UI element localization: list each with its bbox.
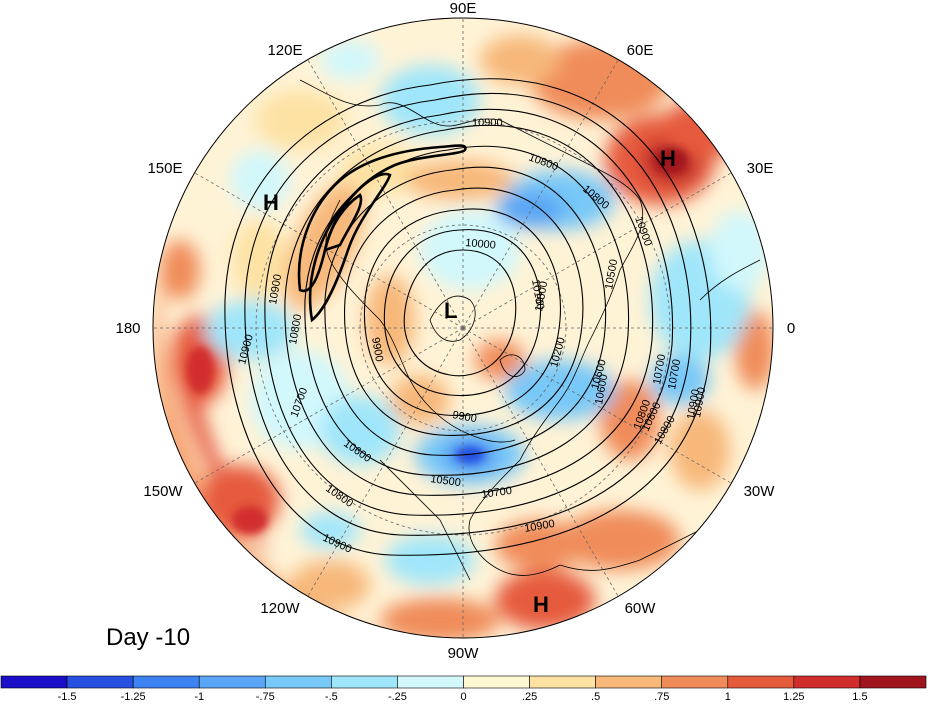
colorbar-tick-label: 1.5: [852, 691, 867, 702]
colorbar-swatch: [331, 675, 398, 689]
colorbar-swatch: [132, 675, 200, 689]
longitude-label-30e: 30E: [747, 160, 774, 177]
colorbar-swatch: [463, 675, 530, 689]
colorbar-tick-label: -1.5: [58, 691, 77, 702]
contour-label: 9900: [369, 336, 385, 362]
longitude-label-60w: 60W: [625, 600, 657, 617]
colorbar-swatch: [397, 675, 464, 689]
contour-label: 10700: [651, 353, 668, 385]
colorbar-swatch: [793, 675, 861, 689]
colorbar-tick-label: .75: [654, 691, 669, 702]
colorbar-swatch: [727, 675, 795, 689]
colorbar-swatch: [0, 675, 68, 689]
longitude-label-90e: 90E: [450, 0, 477, 17]
contour-label: 10500: [430, 473, 462, 489]
graticule: [153, 18, 773, 638]
longitude-label-120w: 120W: [260, 600, 300, 617]
contour-label: 10900: [472, 117, 503, 129]
colorbar-swatch: [264, 675, 332, 689]
high-pressure-marker: H: [533, 592, 549, 617]
contour-label: 10000: [465, 237, 497, 252]
high-pressure-marker: H: [660, 146, 676, 171]
longitude-label-120e: 120E: [267, 42, 302, 59]
longitude-label-180: 180: [115, 320, 140, 337]
colorbar-swatch: [859, 675, 927, 689]
colorbar-tick-label: -.75: [256, 691, 275, 702]
colorbar-swatch: [661, 675, 729, 689]
contour-label: 10700: [481, 485, 513, 501]
day-label: Day -10: [106, 624, 190, 651]
anomaly-contours: [297, 144, 467, 323]
globe-outline: [152, 17, 774, 639]
height-contours: [224, 78, 712, 556]
contour-label: 10800: [287, 313, 304, 345]
contour-label: 10100: [529, 278, 546, 310]
colorbar-tick-label: -.5: [325, 691, 338, 702]
longitude-label-60e: 60E: [627, 42, 654, 59]
colorbar-swatch: [595, 675, 663, 689]
colorbar: -1.5 -1.25 -1 -.75 -.5 -.25 0 .25 .5 .75 1 1.25 1.5: [0, 675, 927, 703]
colorbar-swatch: [529, 675, 596, 689]
colorbar-tick-label: 1.25: [783, 691, 804, 702]
colorbar-tick-label: 0: [460, 691, 466, 702]
longitude-label-30w: 30W: [744, 483, 776, 500]
contour-label: 10700: [666, 358, 683, 390]
contour-label: 10900: [685, 388, 702, 420]
colorbar-swatch: [198, 675, 266, 689]
contour-label: 10900: [691, 386, 708, 418]
contour-label: 10900: [523, 518, 555, 535]
colorbar-tick-label: .25: [522, 691, 537, 702]
contour-label: 10500: [533, 280, 550, 312]
contour-label: 9900: [451, 409, 477, 425]
contour-label: 10900: [267, 273, 284, 305]
colorbar-tick-label: -1: [194, 691, 204, 702]
colorbar-tick-label: -.25: [388, 691, 407, 702]
longitude-label-150e: 150E: [147, 160, 182, 177]
longitude-label-150w: 150W: [143, 483, 183, 500]
colorbar-tick-label: .5: [591, 691, 600, 702]
coastlines: [299, 79, 761, 581]
high-pressure-marker: H: [263, 190, 279, 215]
contour-label: 10500: [603, 258, 620, 290]
colorbar-tick-label: -1.25: [121, 691, 146, 702]
low-pressure-marker: L: [444, 298, 457, 323]
longitude-label-0: 0: [787, 320, 795, 337]
contour-label: 10600: [593, 373, 610, 405]
colorbar-swatch: [66, 675, 134, 689]
longitude-label-90w: 90W: [448, 645, 480, 662]
colorbar-tick-label: 1: [725, 691, 731, 702]
